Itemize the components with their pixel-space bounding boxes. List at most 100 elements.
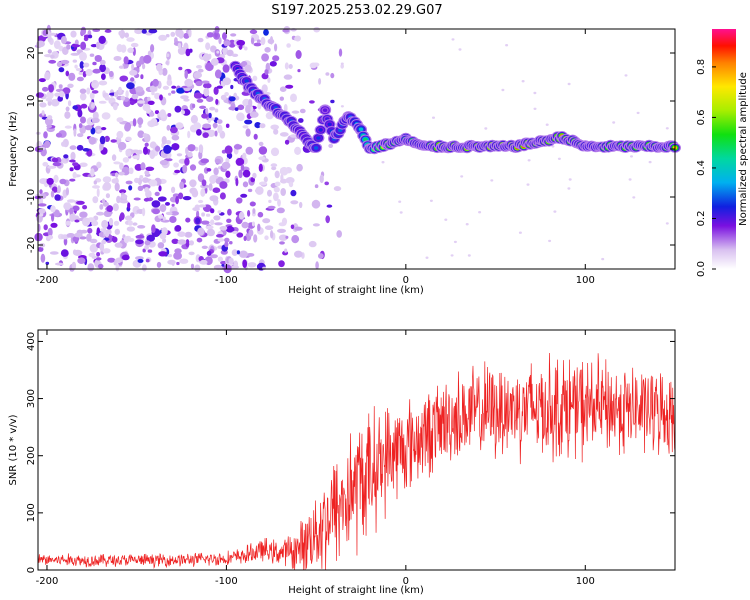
- spectrogram-noise-blob: [624, 74, 628, 77]
- spectrogram-noise-blob: [121, 254, 130, 261]
- spectrogram-noise-blob: [230, 84, 234, 90]
- spectrogram-noise-blob: [170, 126, 178, 134]
- spectrogram-noise-blob: [154, 110, 160, 115]
- spectrogram-noise-blob: [185, 239, 190, 248]
- spectrogram-noise-blob: [144, 170, 150, 176]
- spectrogram-noise-blob: [72, 249, 77, 255]
- spectrogram-noise-blob: [612, 121, 616, 124]
- spectrogram-noise-blob: [284, 62, 289, 70]
- spectrogram-noise-blob: [83, 34, 90, 39]
- spectrogram-noise-blob: [113, 261, 117, 266]
- spectrogram-noise-blob: [234, 107, 239, 111]
- spectrogram-noise-blob: [103, 226, 107, 235]
- spectrogram-noise-blob: [218, 37, 222, 45]
- spectrogram-noise-blob: [69, 213, 75, 222]
- spectrogram-noise-blob: [108, 70, 114, 78]
- spectrogram-noise-blob: [183, 32, 190, 39]
- spectrogram-noise-blob: [299, 108, 306, 114]
- spectrogram-noise-blob: [60, 36, 67, 44]
- spectrogram-noise-blob: [174, 169, 181, 174]
- spectrogram-noise-blob: [632, 196, 636, 199]
- spectrogram-noise-blob: [242, 125, 249, 129]
- spectrogram-noise-blob: [79, 88, 87, 94]
- spectrogram-noise-blob: [548, 239, 552, 243]
- spectrogram-noise-blob: [330, 72, 335, 79]
- spectrogram-noise-blob: [315, 261, 319, 270]
- spectrogram-noise-blob: [198, 204, 207, 208]
- spectrogram-noise-blob: [451, 38, 455, 41]
- spectrogram-noise-blob: [39, 102, 47, 108]
- spectrogram-noise-blob: [297, 69, 301, 73]
- spectrogram-noise-blob: [181, 110, 186, 115]
- spectrogram-noise-blob: [217, 256, 223, 262]
- spectrogram-noise-blob: [133, 197, 141, 201]
- spectrogram-noise-blob: [92, 185, 100, 189]
- spectrogram-noise-blob: [58, 90, 65, 98]
- spectrogram-noise-blob: [280, 178, 288, 184]
- spectrogram-noise-blob: [210, 208, 215, 214]
- spectrogram-noise-blob: [165, 34, 170, 38]
- spectrogram-ytick-label: -20: [26, 237, 37, 253]
- spectrogram-noise-blob: [106, 205, 113, 213]
- spectrogram-noise-blob: [198, 199, 204, 204]
- spectrogram-noise-blob: [86, 87, 91, 95]
- spectrogram-noise-blob: [50, 98, 60, 107]
- spectrogram-noise-blob: [182, 196, 192, 201]
- spectrogram-ytick-label: 10: [26, 95, 37, 108]
- spectrogram-noise-blob: [214, 222, 223, 226]
- spectrogram-noise-blob: [144, 187, 150, 193]
- spectrogram-noise-blob: [91, 220, 99, 227]
- spectrogram-noise-blob: [92, 68, 101, 74]
- spectrogram-noise-blob: [214, 130, 218, 137]
- spectrogram-noise-blob: [453, 240, 457, 244]
- spectrogram-noise-blob: [192, 103, 196, 109]
- spectrogram-noise-blob: [162, 216, 166, 221]
- spectrogram-noise-blob: [553, 210, 557, 213]
- spectrogram-noise-blob: [110, 139, 117, 143]
- spectrogram-noise-blob: [193, 92, 203, 99]
- spectrogram-noise-blob: [96, 129, 103, 133]
- spectrogram-noise-blob: [107, 257, 116, 263]
- spectrogram-xtick-label: -100: [215, 275, 238, 286]
- spectrogram-noise-blob: [137, 130, 145, 138]
- spectrogram-noise-blob: [291, 235, 300, 244]
- spectrogram-noise-blob: [119, 189, 127, 194]
- spectrogram-noise-blob: [501, 88, 505, 92]
- spectrogram-noise-blob: [123, 56, 129, 65]
- spectrogram-noise-blob: [91, 90, 99, 94]
- spectrogram-noise-blob: [557, 157, 561, 160]
- spectrogram-noise-blob: [149, 111, 155, 117]
- snr-ytick-label: 300: [26, 389, 37, 408]
- spectrogram-noise-blob: [37, 35, 46, 43]
- spectrogram-noise-blob: [231, 53, 239, 57]
- spectrogram-noise-blob: [217, 210, 222, 214]
- spectrogram-noise-blob: [63, 154, 69, 159]
- spectrogram-noise-blob: [46, 91, 54, 99]
- spectrogram-noise-blob: [99, 204, 104, 210]
- spectrogram-noise-blob: [137, 185, 144, 191]
- spectrogram-noise-blob: [149, 141, 157, 149]
- spectrogram-noise-blob: [159, 204, 167, 213]
- spectrogram-noise-blob: [294, 226, 303, 231]
- spectrogram-noise-blob: [194, 146, 199, 152]
- spectrogram-noise-blob: [213, 167, 219, 176]
- spectrogram-noise-blob: [125, 90, 129, 98]
- spectrogram-noise-blob: [119, 212, 125, 221]
- spectrogram-noise-blob: [253, 234, 258, 243]
- spectrogram-noise-blob: [157, 242, 165, 249]
- spectrogram-noise-blob: [178, 66, 183, 71]
- spectrogram-noise-blob: [79, 162, 88, 168]
- spectrogram-noise-blob: [151, 224, 156, 234]
- spectrogram-trace-blob: [358, 127, 364, 132]
- snr-series-line: [37, 353, 676, 571]
- spectrogram-noise-blob: [165, 202, 170, 206]
- spectrogram-noise-blob: [242, 259, 248, 269]
- spectrogram-noise-blob: [255, 186, 264, 195]
- spectrogram-noise-blob: [269, 61, 277, 67]
- spectrogram-noise-blob: [318, 253, 324, 259]
- spectrogram-noise-blob: [89, 243, 99, 253]
- spectrogram-noise-blob: [270, 230, 274, 239]
- spectrogram-noise-blob: [505, 44, 509, 47]
- spectrogram-noise-blob: [159, 232, 167, 240]
- snr-xtick-label: 0: [403, 576, 409, 587]
